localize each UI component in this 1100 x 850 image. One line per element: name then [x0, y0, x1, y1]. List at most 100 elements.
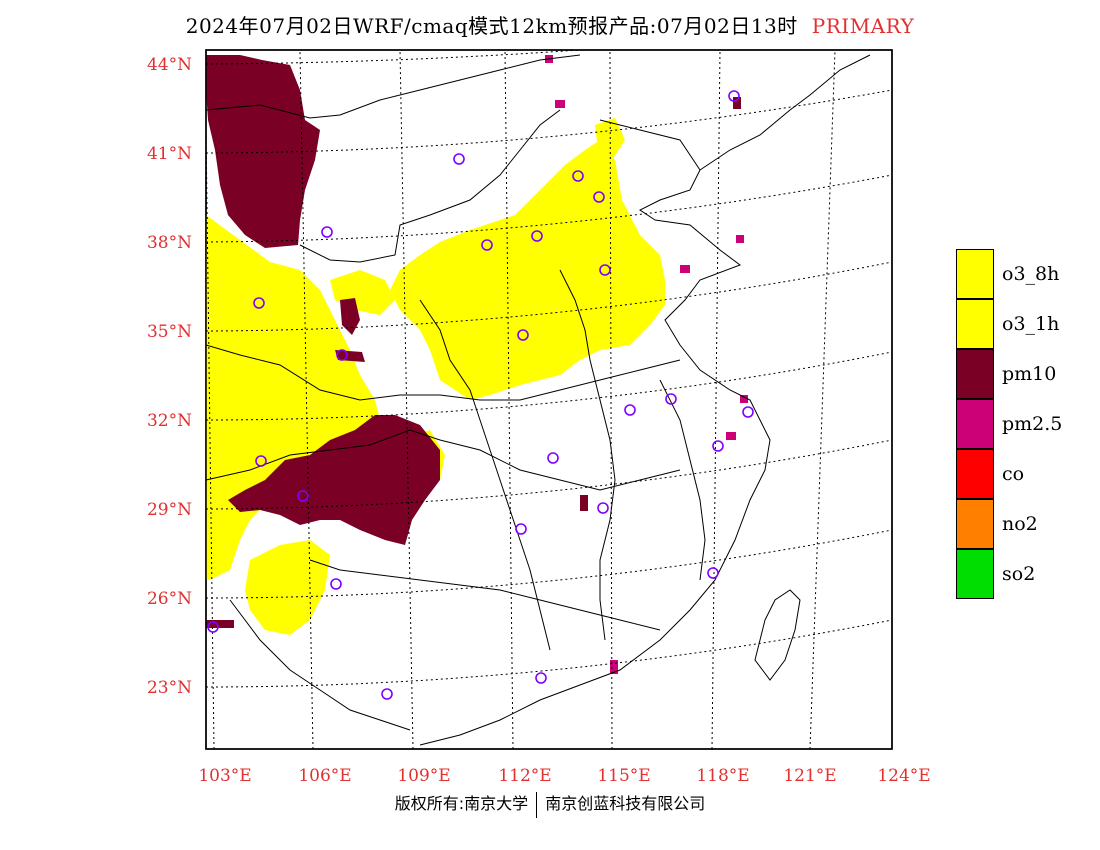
pm10-region-spot — [335, 350, 365, 362]
station-marker — [321, 226, 333, 238]
station-marker — [297, 490, 309, 502]
lon-label: 121°E — [783, 766, 837, 786]
lat-label: 26°N — [146, 589, 192, 609]
station-marker — [515, 523, 527, 535]
pm10-spot — [733, 97, 741, 109]
legend-label: pm2.5 — [1002, 413, 1063, 435]
pm10-region-northwest — [206, 55, 320, 248]
station-marker — [517, 329, 529, 341]
pm10-spot — [206, 620, 234, 628]
meridian-109 — [399, 50, 414, 749]
coastline-liaodong — [699, 54, 871, 171]
station-marker — [207, 621, 219, 633]
station-marker — [547, 452, 559, 464]
legend-label: o3_8h — [1002, 263, 1060, 285]
taiwan-outline — [754, 589, 801, 681]
coastline-bohai — [599, 119, 701, 221]
station-marker — [255, 455, 267, 467]
station-marker — [253, 297, 265, 309]
station-marker — [728, 90, 740, 102]
station-marker — [336, 349, 348, 361]
lat-label: 32°N — [146, 411, 192, 431]
station-marker — [381, 688, 393, 700]
parallel-32 — [206, 351, 892, 421]
lon-label: 109°E — [397, 766, 451, 786]
legend-swatch — [956, 449, 994, 499]
station-marker — [712, 440, 724, 452]
legend-swatch — [956, 249, 994, 299]
lat-label: 35°N — [146, 322, 192, 342]
legend-swatch — [956, 399, 994, 449]
legend-swatch — [956, 349, 994, 399]
station-marker — [481, 239, 493, 251]
pm25-spot — [740, 395, 748, 403]
lon-label: 124°E — [877, 766, 931, 786]
legend-swatch — [956, 549, 994, 599]
footer-divider — [536, 791, 538, 818]
station-marker — [572, 170, 584, 182]
province-boundary — [309, 559, 661, 631]
meridian-115 — [609, 50, 613, 749]
parallel-35 — [206, 261, 892, 332]
province-boundary — [229, 599, 411, 731]
station-marker — [599, 264, 611, 276]
meridian-121 — [809, 50, 836, 749]
lon-label: 118°E — [696, 766, 750, 786]
pm10-region-sichuan — [228, 415, 440, 545]
station-marker — [531, 230, 543, 242]
legend-label: no2 — [1002, 513, 1038, 535]
lon-label: 103°E — [198, 766, 252, 786]
legend-label: so2 — [1002, 563, 1036, 585]
pm10-region-layer — [206, 55, 741, 628]
o3-region-southwest — [245, 540, 330, 635]
station-marker — [453, 153, 465, 165]
pm25-spot — [680, 265, 690, 273]
lat-label: 41°N — [146, 144, 192, 164]
copyright-footer: 版权所有:南京大学 南京创蓝科技有限公司 — [0, 790, 1100, 818]
station-marker — [665, 393, 677, 405]
lon-label: 115°E — [597, 766, 651, 786]
station-marker — [597, 502, 609, 514]
station-layer — [207, 90, 754, 700]
lat-label: 29°N — [146, 500, 192, 520]
station-marker — [330, 578, 342, 590]
pm25-spot — [555, 100, 565, 108]
station-marker — [742, 406, 754, 418]
pm25-spot — [736, 235, 744, 243]
meridian-118 — [711, 50, 721, 749]
legend-swatch — [956, 299, 994, 349]
lat-label: 23°N — [146, 678, 192, 698]
station-marker — [535, 672, 547, 684]
parallel-38 — [206, 174, 892, 243]
lat-label: 38°N — [146, 233, 192, 253]
coastline — [419, 219, 771, 746]
pm25-spot — [610, 660, 618, 674]
o3-region-north-china — [390, 140, 665, 400]
pm10-spot — [580, 495, 588, 511]
station-marker — [624, 404, 636, 416]
lat-label: 44°N — [146, 55, 192, 75]
lon-label: 106°E — [298, 766, 352, 786]
meridian-112 — [504, 50, 514, 749]
province-boundary — [559, 269, 616, 641]
copyright-owner: 版权所有:南京大学 — [394, 794, 529, 813]
province-boundary — [419, 299, 551, 651]
parallel-29 — [206, 439, 892, 510]
station-marker — [707, 567, 719, 579]
map-title: 2024年07月02日WRF/cmaq模式12km预报产品:07月02日13时 P… — [0, 10, 1100, 39]
legend-label: co — [1002, 463, 1025, 485]
station-marker — [593, 191, 605, 203]
boundary-layer — [206, 54, 871, 746]
province-boundary — [299, 109, 561, 263]
province-boundary — [206, 344, 681, 401]
legend-label: pm10 — [1002, 363, 1057, 385]
title-text: 2024年07月02日WRF/cmaq模式12km预报产品:07月02日13时 — [185, 14, 798, 38]
lon-label: 112°E — [498, 766, 552, 786]
pm25-spot — [726, 432, 736, 440]
parallel-23 — [206, 619, 892, 688]
province-boundary — [206, 54, 581, 119]
primary-tag: PRIMARY — [811, 14, 915, 38]
copyright-company: 南京创蓝科技有限公司 — [545, 794, 706, 813]
legend-swatch — [956, 499, 994, 549]
